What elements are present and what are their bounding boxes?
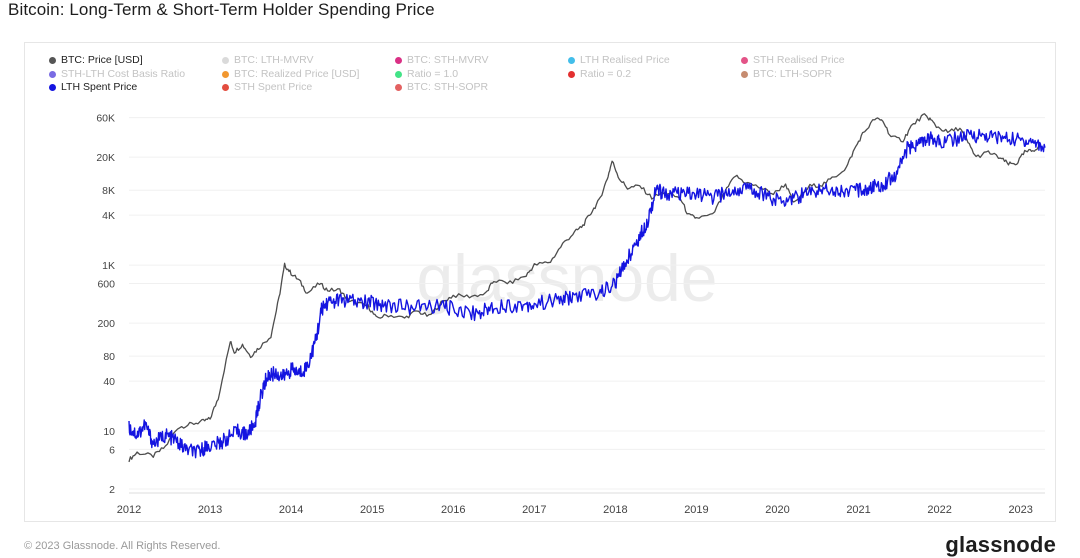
legend-item[interactable]: STH Spent Price [222,81,395,95]
x-tick-label: 2018 [603,504,627,516]
x-tick-label: 2021 [846,504,870,516]
x-tick-label: 2017 [522,504,546,516]
x-tick-label: 2023 [1008,504,1032,516]
y-tick-label: 6 [109,444,115,456]
x-tick-label: 2020 [765,504,789,516]
chart-legend: BTC: Price [USD] BTC: LTH-MVRV BTC: STH-MV… [49,54,889,95]
y-tick-label: 200 [97,318,115,330]
legend-item[interactable]: BTC: Realized Price [USD] [222,68,395,82]
y-tick-label: 40 [103,376,115,388]
x-tick-label: 2016 [441,504,465,516]
btc-price-series-line [128,113,1042,463]
legend-dot-icon [49,57,56,65]
legend-dot-icon [49,84,56,92]
legend-label: STH Realised Price [753,54,845,66]
x-tick-label: 2013 [198,504,222,516]
legend-item[interactable]: Ratio = 1.0 [395,68,568,82]
legend-item[interactable]: STH-LTH Cost Basis Ratio [49,68,222,82]
legend-item[interactable]: Ratio = 0.2 [568,68,741,82]
legend-label: BTC: LTH-MVRV [234,54,314,66]
legend-dot-icon [741,57,748,65]
legend-item[interactable]: LTH Realised Price [568,54,741,68]
y-tick-label: 8K [102,185,115,197]
legend-label: Ratio = 0.2 [580,67,632,80]
x-tick-label: 2014 [279,504,303,516]
legend-dot-icon [568,70,575,78]
legend-label: BTC: STH-SOPR [407,81,489,93]
chart-card: BTC: Price [USD] BTC: LTH-MVRV BTC: STH-MV… [24,42,1056,522]
y-tick-label: 80 [103,351,115,363]
legend-label: BTC: STH-MVRV [407,54,489,66]
legend-dot-icon [222,84,229,92]
x-tick-label: 2015 [360,504,384,516]
legend-item[interactable]: BTC: LTH-MVRV [222,54,395,68]
legend-dot-icon [568,57,575,65]
y-tick-label: 600 [97,279,115,291]
watermark-text: glassnode [417,241,718,315]
lth-spent-price-series-line [128,128,1046,459]
legend-label: BTC: Realized Price [USD] [234,67,360,80]
legend-dot-icon [395,57,402,65]
legend-item[interactable]: BTC: STH-SOPR [395,81,568,95]
page-title: Bitcoin: Long-Term & Short-Term Holder S… [8,0,435,19]
y-tick-label: 10 [103,426,115,438]
legend-label: Ratio = 1.0 [407,67,459,80]
legend-item[interactable]: LTH Spent Price [49,81,222,95]
legend-label: BTC: Price [USD] [61,54,143,66]
y-tick-label: 2 [109,484,115,496]
legend-item[interactable]: BTC: Price [USD] [49,54,222,68]
y-tick-label: 4K [102,210,115,222]
chart-plot: glassnode 2 6 10 40 80 200 600 1K 4K 8K 20K 60K 2012 2… [96,113,1046,516]
x-tick-label: 2019 [684,504,708,516]
legend-dot-icon [395,84,402,92]
legend-dot-icon [222,57,229,65]
copyright-text: © 2023 Glassnode. All Rights Reserved. [24,540,221,552]
legend-dot-icon [222,70,229,78]
legend-dot-icon [395,70,402,78]
legend-dot-icon [741,70,748,78]
legend-label: STH-LTH Cost Basis Ratio [61,67,186,80]
legend-label: STH Spent Price [234,81,313,93]
legend-label: LTH Realised Price [580,54,670,66]
brand-logo: glassnode [945,532,1056,557]
legend-item[interactable]: BTC: LTH-SOPR [741,68,914,82]
y-tick-label: 60K [96,113,115,125]
x-tick-label: 2012 [117,504,141,516]
x-tick-label: 2022 [927,504,951,516]
legend-item[interactable]: BTC: STH-MVRV [395,54,568,68]
y-tick-label: 20K [96,152,115,164]
legend-dot-icon [49,70,56,78]
legend-label: BTC: LTH-SOPR [753,67,833,80]
legend-item[interactable]: STH Realised Price [741,54,914,68]
legend-label: LTH Spent Price [61,81,138,93]
y-tick-label: 1K [102,260,115,272]
